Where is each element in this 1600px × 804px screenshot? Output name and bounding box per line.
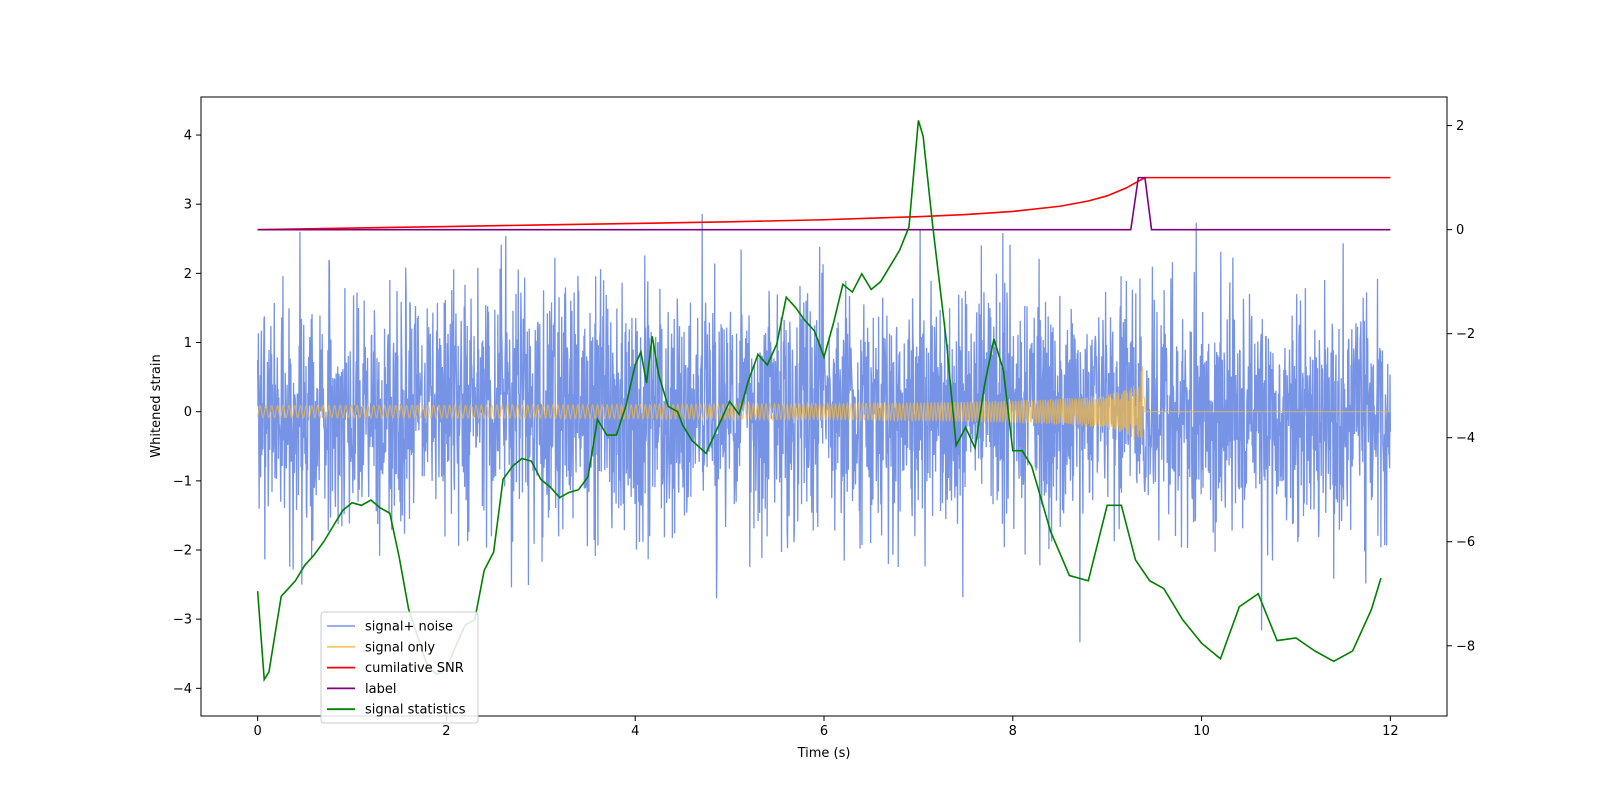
x-tick-label: 12: [1382, 724, 1399, 739]
x-tick-label: 2: [442, 724, 450, 739]
y-right-tick-label: −4: [1456, 431, 1475, 446]
legend-label: cumilative SNR: [365, 661, 464, 676]
x-tick-label: 8: [1009, 724, 1017, 739]
y-axis-right: 2 0 −2 −4 −6 −8: [1447, 119, 1475, 654]
y-tick-label: 2: [184, 267, 192, 282]
series-cumulative-snr: [257, 176, 1391, 231]
legend-label: signal+ noise: [365, 620, 453, 635]
x-tick-label: 0: [253, 724, 261, 739]
y-tick-label: 0: [184, 405, 192, 420]
y-tick-label: 1: [184, 336, 192, 351]
y-right-tick-label: 0: [1456, 223, 1464, 238]
y-tick-label: 3: [184, 198, 192, 213]
legend-label: signal only: [365, 640, 435, 655]
x-tick-label: 10: [1193, 724, 1210, 739]
y-tick-label: −3: [173, 613, 192, 628]
y-right-tick-label: −6: [1456, 535, 1475, 550]
y-tick-label: 4: [184, 129, 192, 144]
y-right-tick-label: −2: [1456, 327, 1475, 342]
legend: signal+ noise signal only cumilative SNR la…: [320, 611, 479, 724]
series-signal-only: [257, 366, 1391, 443]
legend-label: label: [365, 682, 396, 697]
x-axis-label: Time (s): [797, 746, 851, 761]
y-tick-label: −4: [173, 682, 192, 697]
legend-box: [320, 611, 479, 724]
y-axis-label: Whitened strain: [149, 354, 164, 457]
series-signal-statistics: [256, 120, 1382, 683]
y-axis-left: 4 3 2 1 0 −1 −2 −3 −4: [173, 129, 201, 697]
series-label: [257, 176, 1391, 231]
legend-label: signal statistics: [365, 703, 466, 718]
y-tick-label: −2: [173, 544, 192, 559]
x-tick-label: 6: [820, 724, 828, 739]
x-tick-label: 4: [631, 724, 639, 739]
series-signal-noise: [256, 213, 1392, 643]
y-tick-label: −1: [173, 474, 192, 489]
plot-area: [256, 120, 1392, 683]
y-right-tick-label: −8: [1456, 639, 1475, 654]
y-right-tick-label: 2: [1456, 119, 1464, 134]
